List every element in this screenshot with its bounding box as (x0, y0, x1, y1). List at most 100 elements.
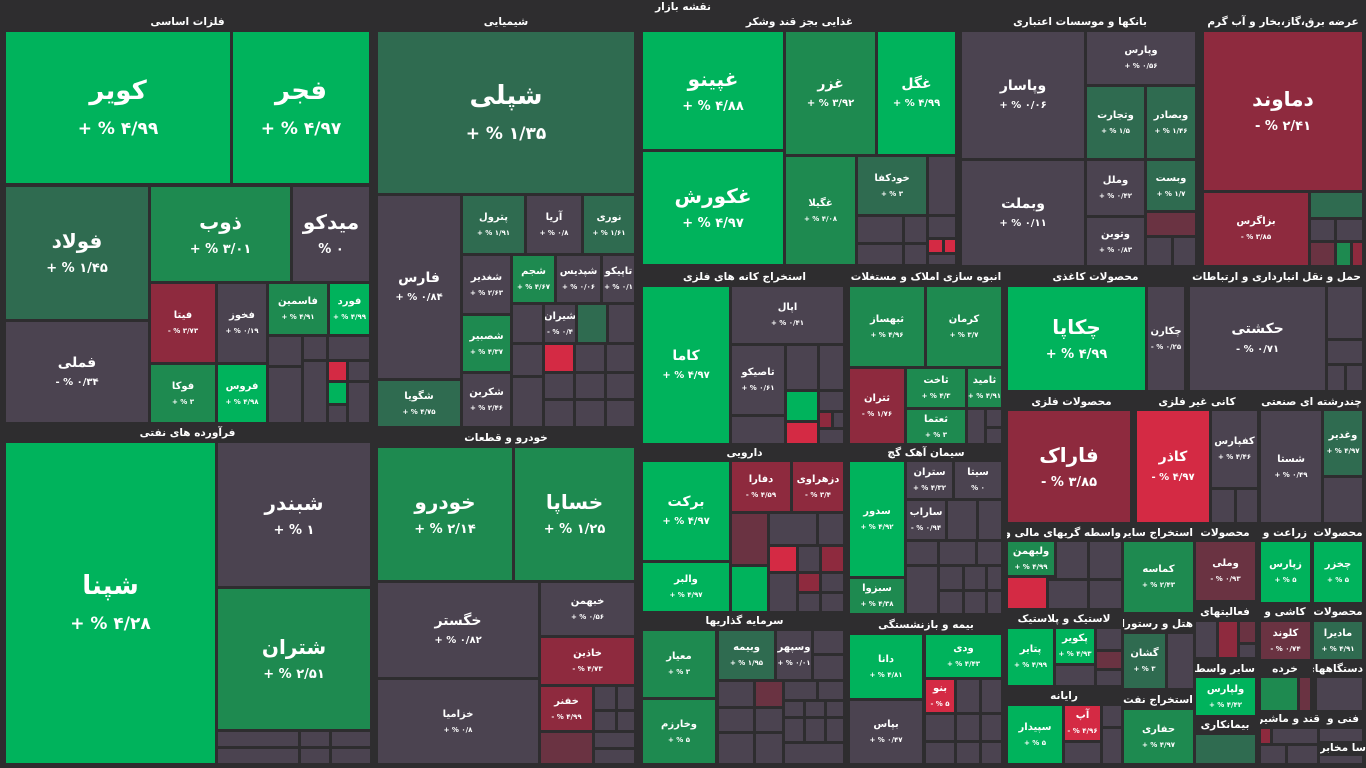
stock-tile[interactable]: پتایر ۴/۹۹ % + (1008, 629, 1053, 685)
small-tile[interactable] (578, 305, 606, 342)
small-tile[interactable] (1097, 652, 1121, 668)
small-tile[interactable] (618, 687, 634, 709)
stock-tile[interactable]: کماسه ۲/۴۳ % + (1124, 542, 1193, 612)
stock-tile[interactable]: خاذین ۴/۷۳ % - (541, 638, 634, 684)
small-tile[interactable] (1300, 678, 1310, 710)
stock-tile[interactable]: بزاگرس ۳/۸۵ % - (1204, 193, 1308, 265)
small-tile[interactable] (595, 712, 615, 730)
small-tile[interactable] (940, 567, 962, 589)
small-tile[interactable] (1261, 729, 1270, 743)
small-tile[interactable] (269, 337, 301, 365)
small-tile[interactable] (1311, 243, 1334, 265)
small-tile[interactable] (820, 346, 843, 389)
small-tile[interactable] (1328, 366, 1344, 390)
stock-tile[interactable]: بپاس ۰/۴۷ % + (850, 701, 922, 763)
small-tile[interactable] (820, 430, 843, 443)
stock-tile[interactable]: غگل ۴/۹۹ % + (878, 32, 955, 154)
stock-tile[interactable]: خودرو ۲/۱۴ % + (378, 448, 512, 580)
small-tile[interactable] (607, 345, 634, 371)
small-tile[interactable] (820, 392, 843, 410)
small-tile[interactable] (1288, 746, 1317, 763)
stock-tile[interactable]: میدکو ۰ % (293, 187, 369, 281)
small-tile[interactable] (834, 413, 843, 427)
small-tile[interactable] (618, 712, 634, 730)
small-tile[interactable] (945, 240, 955, 252)
stock-tile[interactable]: شبندر ۱ % + (218, 443, 370, 586)
small-tile[interactable] (819, 682, 843, 699)
stock-tile[interactable]: وتوبن ۰/۸۳ % + (1087, 218, 1144, 265)
stock-tile[interactable]: خفنر ۴/۹۹ % - (541, 687, 592, 730)
stock-tile[interactable]: کرمان ۳/۷ % + (927, 287, 1001, 366)
small-tile[interactable] (1353, 243, 1362, 265)
small-tile[interactable] (827, 702, 843, 716)
small-tile[interactable] (957, 715, 979, 740)
small-tile[interactable] (787, 392, 817, 420)
small-tile[interactable] (982, 743, 1001, 763)
stock-tile[interactable]: چکاپا ۴/۹۹ % + (1008, 287, 1145, 390)
small-tile[interactable] (545, 345, 573, 371)
small-tile[interactable] (940, 592, 962, 613)
stock-tile[interactable]: شستا ۰/۴۹ % + (1261, 411, 1321, 522)
small-tile[interactable] (732, 514, 767, 564)
stock-tile[interactable]: حفاری ۴/۹۷ % + (1124, 710, 1193, 763)
small-tile[interactable] (1273, 729, 1317, 743)
small-tile[interactable] (1147, 238, 1171, 265)
small-tile[interactable] (349, 362, 369, 380)
small-tile[interactable] (1147, 213, 1195, 235)
stock-tile[interactable]: مادیرا ۴/۹۱ % + (1314, 622, 1362, 659)
small-tile[interactable] (719, 734, 753, 763)
stock-tile[interactable]: آریا ۰/۸ % + (527, 196, 581, 253)
small-tile[interactable] (957, 680, 979, 712)
small-tile[interactable] (978, 542, 1001, 564)
stock-tile[interactable]: ثامید ۴/۹۱ % + (968, 369, 1001, 407)
stock-tile[interactable]: وبیمه ۱/۹۵ % + (719, 631, 774, 679)
stock-tile[interactable]: پترول ۱/۹۱ % + (463, 196, 524, 253)
small-tile[interactable] (820, 413, 831, 427)
small-tile[interactable] (541, 733, 592, 763)
small-tile[interactable] (595, 687, 615, 709)
small-tile[interactable] (814, 631, 843, 653)
small-tile[interactable] (929, 157, 955, 214)
small-tile[interactable] (301, 749, 329, 763)
stock-tile[interactable]: بنو ۵ % - (926, 680, 954, 712)
small-tile[interactable] (1065, 743, 1100, 763)
stock-tile[interactable]: ستران ۴/۳۲ % + (907, 462, 952, 498)
small-tile[interactable] (968, 410, 984, 443)
small-tile[interactable] (822, 547, 843, 571)
small-tile[interactable] (329, 337, 369, 359)
stock-tile[interactable]: دزهراوی ۳/۴ % - (793, 462, 843, 511)
small-tile[interactable] (785, 744, 843, 763)
small-tile[interactable] (329, 362, 346, 380)
stock-tile[interactable]: کاما ۴/۹۷ % + (643, 287, 729, 443)
small-tile[interactable] (332, 749, 370, 763)
small-tile[interactable] (926, 715, 954, 740)
small-tile[interactable] (719, 682, 753, 706)
stock-tile[interactable]: کاذر ۴/۹۷ % - (1137, 411, 1209, 522)
stock-tile[interactable]: وتجارت ۱/۵ % + (1087, 87, 1144, 158)
small-tile[interactable] (1174, 238, 1195, 265)
small-tile[interactable] (756, 734, 782, 763)
stock-tile[interactable]: معیار ۳ % + (643, 631, 715, 697)
stock-tile[interactable]: شتران ۲/۵۱ % + (218, 589, 370, 729)
small-tile[interactable] (576, 345, 604, 371)
small-tile[interactable] (513, 305, 542, 342)
small-tile[interactable] (822, 594, 843, 611)
stock-tile[interactable]: ثعتما ۳ % + (907, 410, 965, 443)
small-tile[interactable] (948, 501, 976, 539)
stock-tile[interactable]: ودی ۴/۴۳ % + (926, 635, 1001, 677)
stock-tile[interactable]: فخوز ۰/۱۹ % + (218, 284, 266, 362)
small-tile[interactable] (979, 501, 1001, 539)
stock-tile[interactable]: ساراب ۰/۹۴ % - (907, 501, 945, 539)
small-tile[interactable] (595, 733, 634, 747)
small-tile[interactable] (607, 401, 634, 426)
stock-tile[interactable]: وبملت ۰/۱۱ % + (962, 161, 1084, 265)
small-tile[interactable] (545, 401, 573, 426)
small-tile[interactable] (732, 417, 784, 443)
stock-tile[interactable]: خساپا ۱/۲۵ % + (515, 448, 634, 580)
small-tile[interactable] (607, 374, 634, 398)
small-tile[interactable] (770, 514, 816, 544)
stock-tile[interactable]: وملی ۰/۹۳ % - (1196, 542, 1255, 600)
stock-tile[interactable]: ثاخت ۴/۳ % + (907, 369, 965, 407)
small-tile[interactable] (1261, 746, 1285, 763)
stock-tile[interactable]: وبست ۱/۷ % + (1147, 161, 1195, 210)
